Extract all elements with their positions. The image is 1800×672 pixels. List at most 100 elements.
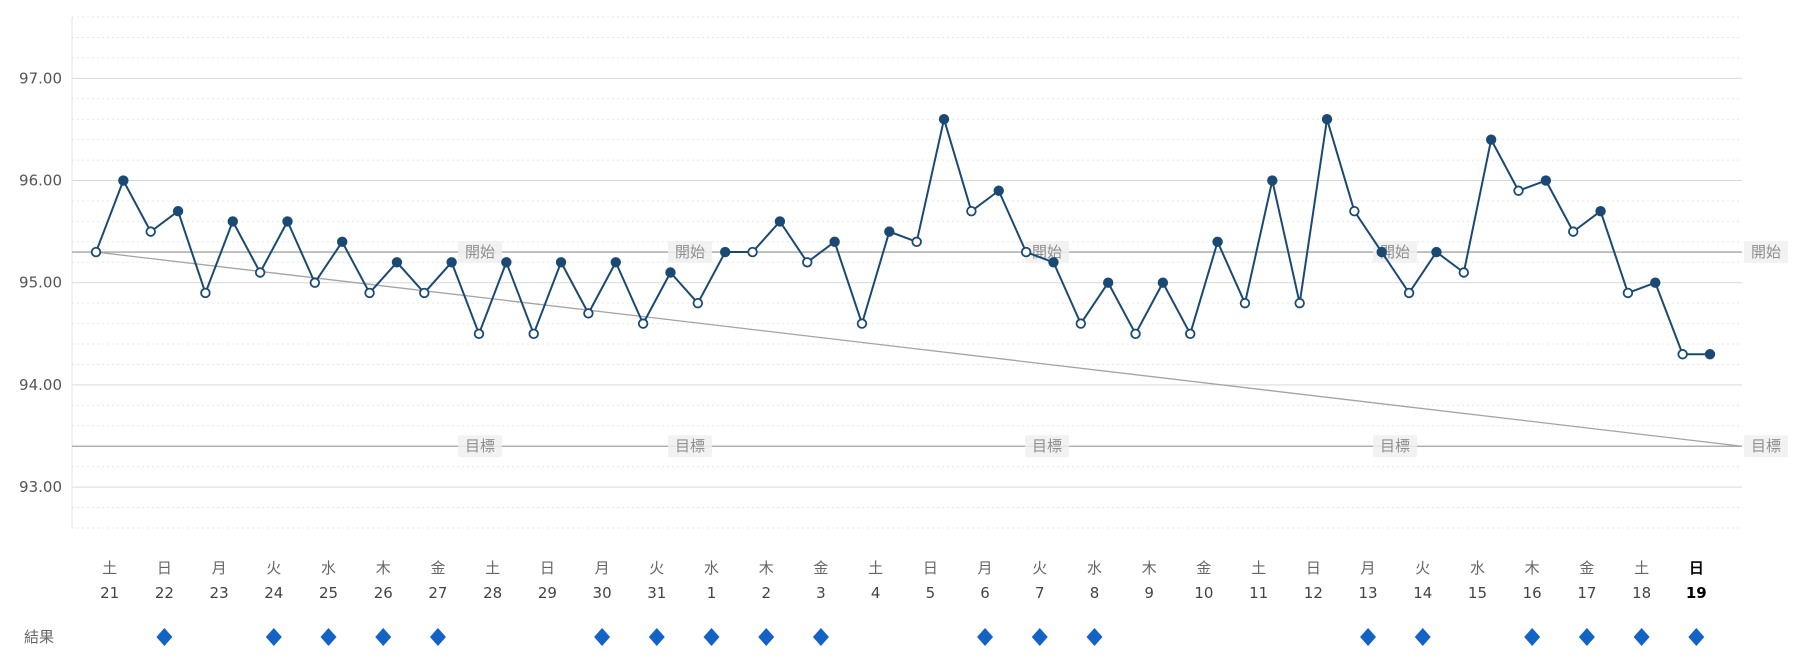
date-label: 11 <box>1249 584 1268 602</box>
date-label: 15 <box>1468 584 1487 602</box>
result-diamond <box>375 628 392 646</box>
weekday-label: 木 <box>1525 559 1540 577</box>
date-label: 4 <box>871 584 881 602</box>
result-diamond <box>1633 628 1650 646</box>
weekday-label: 水 <box>704 559 719 577</box>
weight-point-pm <box>227 216 238 227</box>
weekday-label: 月 <box>1361 559 1376 577</box>
result-diamond <box>1524 628 1541 646</box>
weekday-label: 土 <box>102 559 117 577</box>
date-label: 31 <box>647 584 666 602</box>
weekday-label: 日 <box>157 559 172 577</box>
weight-point-pm <box>610 257 621 268</box>
weekday-label: 金 <box>1579 559 1594 577</box>
weight-point-pm <box>1650 277 1661 288</box>
weight-point-am <box>1568 226 1579 237</box>
result-row-label: 結果 <box>24 628 54 646</box>
date-label: 26 <box>374 584 393 602</box>
start-label-bg <box>1025 241 1069 264</box>
y-tick-label: 93.00 <box>19 478 62 496</box>
weekday-label: 木 <box>759 559 774 577</box>
goal-line-label: 目標 <box>1751 437 1781 455</box>
date-label: 9 <box>1144 584 1154 602</box>
goal-line-label: 目標 <box>465 437 495 455</box>
y-tick-label: 97.00 <box>19 69 62 87</box>
result-diamond <box>594 628 611 646</box>
weekday-label: 水 <box>1087 559 1102 577</box>
date-label: 3 <box>816 584 826 602</box>
weight-point-am <box>419 287 430 299</box>
weight-point-am <box>309 277 321 288</box>
weekday-label: 土 <box>1634 559 1649 577</box>
weight-point-pm <box>1267 175 1278 186</box>
y-tick-label: 94.00 <box>19 376 62 394</box>
goal-label-bg <box>668 435 712 458</box>
weight-point-am <box>637 318 649 329</box>
weight-point-am <box>1075 318 1087 329</box>
weekday-label: 月 <box>978 559 993 577</box>
result-diamond <box>429 628 446 646</box>
weekday-label: 水 <box>1470 559 1485 577</box>
weekday-label: 水 <box>321 559 336 577</box>
goal-line-label: 目標 <box>1380 437 1410 455</box>
date-label: 18 <box>1632 584 1651 602</box>
weight-point-pm <box>1485 134 1497 145</box>
weekday-label: 木 <box>376 559 391 577</box>
weekday-label: 火 <box>266 559 281 577</box>
start-label-bg <box>1373 241 1417 264</box>
weight-point-pm <box>446 257 457 268</box>
weekday-label: 木 <box>1142 559 1157 577</box>
weekday-label: 金 <box>430 559 445 577</box>
weight-point-pm <box>884 226 895 237</box>
weight-point-am <box>856 318 868 329</box>
start-label-bg <box>668 241 712 264</box>
weight-point-am <box>528 328 539 340</box>
weight-point-pm <box>1376 246 1387 258</box>
goal-label-bg <box>458 435 502 458</box>
weekday-label: 火 <box>1032 559 1047 577</box>
weight-point-pm <box>1595 205 1606 217</box>
y-tick-label: 96.00 <box>19 172 62 190</box>
date-label: 22 <box>155 584 174 602</box>
weight-point-am <box>1130 328 1141 340</box>
result-diamond <box>1578 628 1595 646</box>
date-label: 21 <box>100 584 119 602</box>
weight-point-pm <box>1321 113 1333 125</box>
date-label: 24 <box>264 584 283 602</box>
trend-line <box>95 251 1743 447</box>
result-diamond <box>977 628 994 646</box>
weight-point-am <box>692 297 704 309</box>
date-label: 17 <box>1577 584 1596 602</box>
weekday-label: 金 <box>813 559 828 577</box>
weight-line <box>95 118 1710 356</box>
weight-point-pm <box>172 205 184 217</box>
weight-point-pm <box>993 185 1004 196</box>
goal-label-bg <box>1025 435 1069 458</box>
weekday-label: 月 <box>212 559 227 577</box>
weekday-label: 金 <box>1196 559 1211 577</box>
weight-point-pm <box>555 257 567 268</box>
start-line-label: 開始 <box>675 243 705 261</box>
date-label: 13 <box>1359 584 1378 602</box>
goal-line-label: 目標 <box>675 437 705 455</box>
weight-point-am <box>1458 267 1469 278</box>
weight-point-am <box>1622 287 1634 299</box>
weight-point-pm <box>938 113 950 125</box>
start-line-label: 開始 <box>465 243 495 261</box>
weight-point-am <box>1513 185 1524 196</box>
date-label: 28 <box>483 584 502 602</box>
weight-point-pm <box>665 267 676 278</box>
date-label: 8 <box>1090 584 1100 602</box>
result-diamond <box>758 628 775 646</box>
weight-point-am <box>473 328 485 340</box>
weight-point-am <box>1403 287 1415 299</box>
weight-point-am <box>200 287 211 299</box>
start-line-label: 開始 <box>1032 243 1062 261</box>
weight-point-pm <box>1157 277 1169 288</box>
result-diamond <box>703 628 720 646</box>
start-line-label: 開始 <box>1751 243 1781 261</box>
weekday-label: 土 <box>1251 559 1266 577</box>
weekday-label: 日 <box>540 559 555 577</box>
weight-point-pm <box>774 216 786 227</box>
